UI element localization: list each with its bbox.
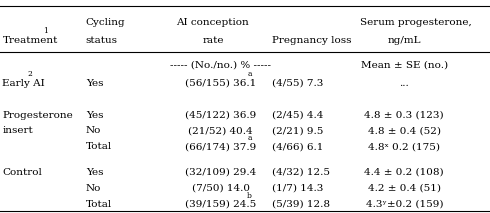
Text: AI conception: AI conception [176,18,249,27]
Text: (45/122) 36.9: (45/122) 36.9 [185,111,256,119]
Text: a: a [247,134,252,142]
Text: (32/109) 29.4: (32/109) 29.4 [185,168,256,177]
Text: insert: insert [2,127,33,135]
Text: Yes: Yes [86,79,103,88]
Text: (4/55) 7.3: (4/55) 7.3 [272,79,323,88]
Text: No: No [86,127,101,135]
Text: 4.3ʸ±0.2 (159): 4.3ʸ±0.2 (159) [366,200,443,209]
Text: (4/32) 12.5: (4/32) 12.5 [272,168,330,177]
Text: 4.8 ± 0.4 (52): 4.8 ± 0.4 (52) [368,127,441,135]
Text: Total: Total [86,142,112,151]
Text: 4.8ˣ 0.2 (175): 4.8ˣ 0.2 (175) [368,142,440,151]
Text: a: a [247,70,252,78]
Text: Mean ± SE (no.): Mean ± SE (no.) [361,60,448,69]
Text: status: status [86,36,118,45]
Text: b: b [247,192,252,200]
Text: Yes: Yes [86,111,103,119]
Text: (4/66) 6.1: (4/66) 6.1 [272,142,323,151]
Text: 4.8 ± 0.3 (123): 4.8 ± 0.3 (123) [365,111,444,119]
Text: Treatment: Treatment [2,36,58,45]
Text: 1: 1 [44,27,49,35]
Text: Control: Control [2,168,42,177]
Text: (5/39) 12.8: (5/39) 12.8 [272,200,330,209]
Text: Early AI: Early AI [2,79,45,88]
Text: (56/155) 36.1: (56/155) 36.1 [185,79,256,88]
Text: Serum progesterone,: Serum progesterone, [360,18,472,27]
Text: Total: Total [86,200,112,209]
Text: Cycling: Cycling [86,18,125,27]
Text: 4.4 ± 0.2 (108): 4.4 ± 0.2 (108) [365,168,444,177]
Text: (1/7) 14.3: (1/7) 14.3 [272,184,323,193]
Text: (39/159) 24.5: (39/159) 24.5 [185,200,256,209]
Text: 4.2 ± 0.4 (51): 4.2 ± 0.4 (51) [368,184,441,193]
Text: ----- (No./no.) % -----: ----- (No./no.) % ----- [170,60,271,69]
Text: ng/mL: ng/mL [388,36,421,45]
Text: (21/52) 40.4: (21/52) 40.4 [188,127,253,135]
Text: (66/174) 37.9: (66/174) 37.9 [185,142,256,151]
Text: rate: rate [202,36,224,45]
Text: Pregnancy loss: Pregnancy loss [272,36,351,45]
Text: 2: 2 [27,70,32,78]
Text: ...: ... [399,79,409,88]
Text: (7/50) 14.0: (7/50) 14.0 [192,184,249,193]
Text: (2/45) 4.4: (2/45) 4.4 [272,111,323,119]
Text: No: No [86,184,101,193]
Text: (2/21) 9.5: (2/21) 9.5 [272,127,323,135]
Text: Progesterone: Progesterone [2,111,73,119]
Text: Yes: Yes [86,168,103,177]
